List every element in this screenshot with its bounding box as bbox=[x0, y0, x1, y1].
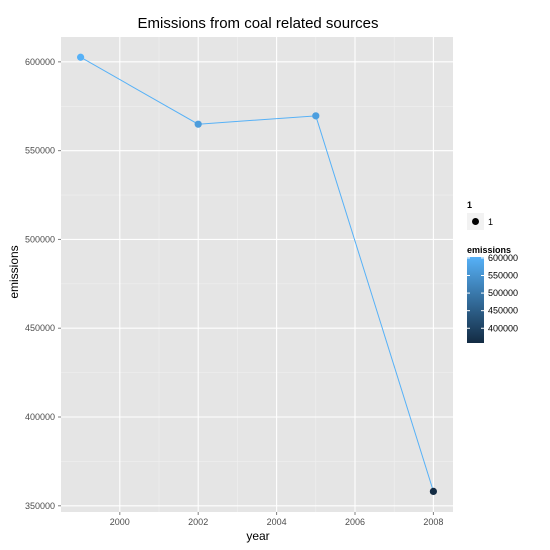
x-tick-label: 2000 bbox=[110, 517, 130, 527]
series-line bbox=[80, 56, 434, 492]
color-legend-label: 600000 bbox=[488, 253, 518, 263]
color-legend-title: emissions bbox=[467, 245, 511, 255]
color-legend-ticks: 600000 550000 500000 450000 400000 bbox=[467, 253, 518, 333]
color-legend-label: 450000 bbox=[488, 306, 518, 316]
group-legend: 1 1 bbox=[467, 200, 493, 230]
series-line-layer bbox=[80, 56, 434, 492]
group-legend-title: 1 bbox=[467, 200, 472, 210]
x-axis-title: year bbox=[246, 529, 269, 543]
data-point bbox=[194, 120, 202, 128]
plot-panel bbox=[61, 37, 453, 512]
data-points bbox=[77, 53, 437, 496]
y-tick-label: 600000 bbox=[25, 57, 55, 67]
group-legend-label: 1 bbox=[488, 217, 493, 227]
x-tick-label: 2008 bbox=[423, 517, 443, 527]
data-point bbox=[312, 112, 320, 120]
data-point bbox=[77, 53, 85, 61]
group-legend-marker bbox=[472, 218, 479, 225]
chart-title: Emissions from coal related sources bbox=[138, 15, 379, 32]
color-legend: emissions 600000 550000 500000 450000 400000 bbox=[467, 245, 518, 343]
y-tick-label: 350000 bbox=[25, 501, 55, 511]
color-legend-label: 400000 bbox=[488, 323, 518, 333]
y-tick-label: 500000 bbox=[25, 234, 55, 244]
data-point bbox=[429, 487, 437, 496]
color-legend-label: 500000 bbox=[488, 288, 518, 298]
color-legend-bar bbox=[467, 257, 484, 343]
y-tick-label: 550000 bbox=[25, 146, 55, 156]
y-axis-title: emissions bbox=[7, 245, 21, 298]
color-legend-label: 550000 bbox=[488, 271, 518, 281]
x-tick-label: 2004 bbox=[267, 517, 287, 527]
axis-ticks: 2000 2002 2004 2006 2008 350000 400000 450000 50… bbox=[25, 57, 443, 527]
x-tick-label: 2006 bbox=[345, 517, 365, 527]
y-tick-label: 450000 bbox=[25, 323, 55, 333]
x-tick-label: 2002 bbox=[188, 517, 208, 527]
y-tick-label: 400000 bbox=[25, 412, 55, 422]
